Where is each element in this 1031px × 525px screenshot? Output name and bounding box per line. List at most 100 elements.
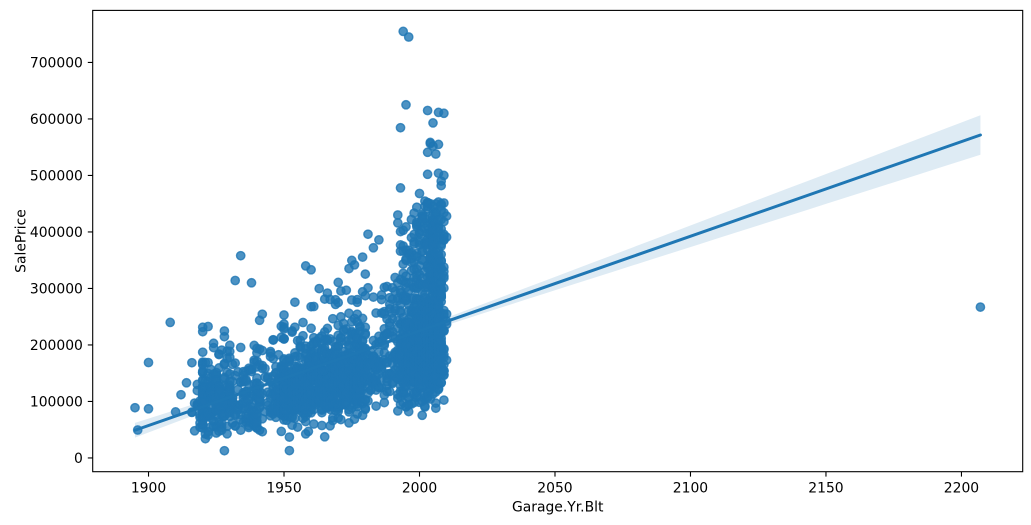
data-point xyxy=(428,118,438,128)
regression-line-path xyxy=(133,133,982,432)
data-point xyxy=(230,358,241,368)
data-point xyxy=(439,108,449,119)
data-point xyxy=(398,26,409,37)
data-point xyxy=(219,326,230,336)
plot-border xyxy=(92,9,1024,473)
data-point xyxy=(357,313,368,324)
y-tick-label: 300000 xyxy=(30,281,83,297)
y-tick-label: 0 xyxy=(74,451,83,467)
data-point xyxy=(336,414,346,425)
data-point xyxy=(284,445,295,456)
data-point xyxy=(165,317,176,328)
data-point xyxy=(268,335,279,345)
data-point xyxy=(439,271,449,281)
data-point xyxy=(439,198,449,208)
data-point xyxy=(257,309,268,320)
y-axis-ticks: 0 100000 200000 300000 400000 500000 600000 700… xyxy=(30,55,93,467)
data-point xyxy=(384,386,395,397)
data-point xyxy=(349,260,360,270)
data-point xyxy=(422,105,433,116)
y-tick-label: 200000 xyxy=(30,338,83,354)
data-point xyxy=(257,426,268,437)
data-point xyxy=(279,324,289,334)
data-point xyxy=(187,357,197,368)
y-tick-label: 400000 xyxy=(30,225,83,241)
data-point xyxy=(363,229,373,240)
x-tick-label: 2050 xyxy=(537,480,572,496)
data-point xyxy=(352,294,363,305)
x-tick-label: 2100 xyxy=(673,480,708,496)
data-point xyxy=(300,416,311,427)
data-point xyxy=(420,402,430,412)
data-point xyxy=(401,99,411,110)
x-axis-label: Garage.Yr.Blt xyxy=(512,500,604,516)
data-point xyxy=(230,275,241,286)
data-point xyxy=(436,180,447,191)
data-point xyxy=(363,282,373,293)
data-point xyxy=(392,210,403,220)
y-axis-label: SalePrice xyxy=(14,209,30,273)
data-point xyxy=(371,401,381,411)
data-point xyxy=(341,285,352,296)
data-point xyxy=(298,330,308,341)
data-point xyxy=(417,410,428,421)
data-point xyxy=(357,252,368,262)
data-point xyxy=(439,366,449,377)
data-point xyxy=(417,214,428,224)
data-point xyxy=(975,302,986,312)
data-point xyxy=(290,413,300,424)
data-point xyxy=(143,403,154,414)
x-tick-label: 1950 xyxy=(266,480,301,496)
data-point xyxy=(360,290,371,301)
data-point xyxy=(257,345,268,356)
x-tick-label: 2000 xyxy=(402,480,437,496)
data-point xyxy=(441,232,452,242)
data-point xyxy=(344,418,354,428)
x-axis-ticks: 1900 1950 2000 2050 2100 2150 2200 xyxy=(131,471,979,496)
y-tick-label: 500000 xyxy=(30,168,83,184)
regression-line xyxy=(133,133,982,432)
data-point xyxy=(333,297,344,308)
data-point xyxy=(292,422,303,432)
y-tick-label: 700000 xyxy=(30,55,83,71)
data-point xyxy=(363,396,373,406)
x-tick-label: 2200 xyxy=(944,480,979,496)
data-point xyxy=(298,317,308,328)
data-point xyxy=(406,232,417,243)
data-point xyxy=(392,218,403,228)
data-point xyxy=(279,310,289,320)
y-tick-label: 100000 xyxy=(30,394,83,410)
data-point xyxy=(284,432,295,442)
data-point xyxy=(235,425,246,436)
data-point xyxy=(290,297,300,308)
data-point xyxy=(430,403,441,414)
y-tick-label: 600000 xyxy=(30,112,83,128)
data-point xyxy=(203,430,213,440)
data-point xyxy=(403,32,414,42)
data-point xyxy=(403,399,414,410)
data-point xyxy=(368,292,379,302)
data-point xyxy=(130,402,140,413)
data-point xyxy=(441,355,452,365)
data-point xyxy=(197,347,208,358)
data-point xyxy=(322,323,333,334)
data-point xyxy=(395,122,406,133)
data-point xyxy=(308,301,319,312)
data-point xyxy=(428,141,438,151)
data-point xyxy=(374,235,384,245)
data-point xyxy=(360,328,371,339)
data-point xyxy=(395,183,406,193)
data-point xyxy=(235,250,246,261)
data-point xyxy=(441,211,452,221)
data-point xyxy=(306,264,316,275)
x-tick-label: 2150 xyxy=(808,480,843,496)
data-point xyxy=(422,169,433,180)
data-point xyxy=(300,429,311,439)
data-point xyxy=(317,420,327,431)
data-point xyxy=(181,377,192,388)
data-point xyxy=(276,426,287,437)
data-point xyxy=(290,322,300,333)
data-point xyxy=(439,262,449,272)
data-point xyxy=(219,445,230,456)
